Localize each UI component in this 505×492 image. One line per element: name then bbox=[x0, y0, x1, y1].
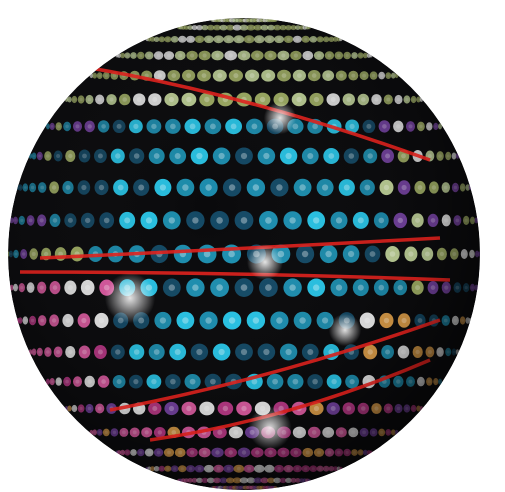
disco-ball bbox=[8, 18, 480, 490]
sphere-shading bbox=[8, 18, 480, 490]
